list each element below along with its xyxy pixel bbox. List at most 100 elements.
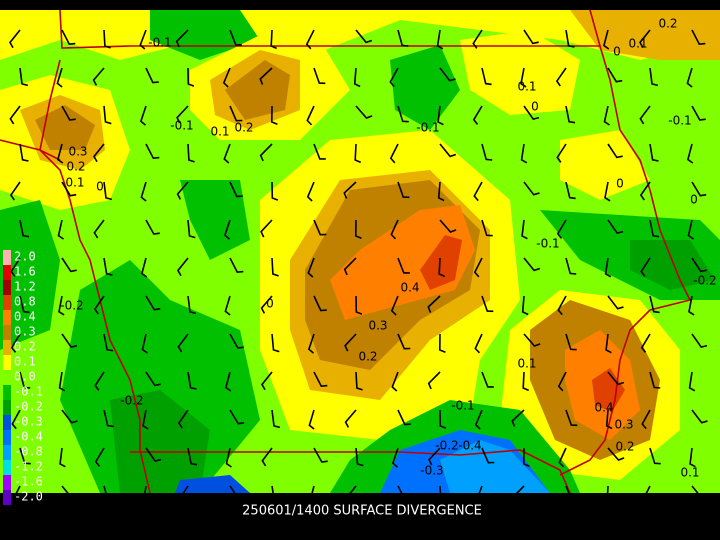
- wind-barb: [313, 143, 326, 160]
- contour-label: 0.2: [658, 17, 677, 31]
- wind-barb: [437, 181, 445, 202]
- wind-barb: [511, 409, 525, 427]
- wind-barb: [93, 219, 105, 239]
- wind-barb: [313, 67, 326, 85]
- wind-barb: [19, 143, 29, 162]
- wind-barb: [229, 105, 243, 122]
- wind-barb: [224, 371, 232, 392]
- wind-barb: [103, 181, 113, 201]
- wind-barb: [557, 371, 567, 392]
- wind-barb: [523, 29, 539, 45]
- wind-barb: [640, 333, 651, 353]
- wind-barb: [520, 143, 528, 164]
- wind-barb: [474, 409, 483, 430]
- wind-barb: [61, 257, 77, 273]
- contour-label: 0.4: [400, 281, 419, 295]
- contour-label: 0.2: [234, 121, 253, 135]
- wind-barb: [187, 219, 196, 239]
- wind-barb: [10, 257, 21, 277]
- contour-label: 0: [690, 193, 698, 207]
- wind-barb: [389, 143, 399, 164]
- wind-barb: [607, 219, 624, 235]
- wind-barb: [270, 105, 278, 125]
- wind-barb: [187, 371, 197, 390]
- wind-barb: [605, 333, 612, 354]
- wind-barb: [691, 333, 708, 349]
- wind-barb: [481, 371, 494, 388]
- contour-label: 0: [96, 180, 104, 194]
- wind-barb: [522, 447, 530, 467]
- wind-barb: [427, 371, 441, 390]
- contour-label: 0: [531, 100, 539, 114]
- wind-barb: [391, 447, 399, 468]
- wind-barb: [229, 181, 243, 198]
- wind-barb: [565, 181, 576, 200]
- wind-barb: [390, 295, 399, 316]
- contour-label: -0.1: [668, 114, 691, 128]
- wind-barb: [10, 333, 21, 353]
- wind-barb: [641, 409, 651, 430]
- wind-barb: [565, 105, 576, 124]
- wind-barb: [103, 485, 115, 503]
- legend-label: 0.1: [14, 355, 36, 369]
- wind-barb: [61, 105, 76, 121]
- wind-barb: [270, 29, 278, 50]
- wind-barb: [58, 371, 66, 392]
- wind-barb: [511, 485, 525, 504]
- contour-label: -0.1: [416, 121, 439, 135]
- legend-label: 0.2: [14, 340, 36, 354]
- wind-barb: [271, 485, 281, 504]
- wind-barbs: [9, 29, 709, 506]
- wind-barb: [57, 219, 64, 240]
- wind-barb: [19, 447, 31, 465]
- contour-label: 0.1: [65, 176, 84, 190]
- wind-barb: [605, 409, 613, 430]
- wind-barb: [428, 447, 441, 466]
- contour-label: -0.2: [693, 274, 716, 288]
- wind-barb: [649, 67, 659, 87]
- contour-label: 0.2: [358, 350, 377, 364]
- wind-barb: [177, 333, 189, 353]
- wind-barb: [145, 219, 160, 235]
- wind-barb: [439, 219, 457, 233]
- wind-barb: [436, 29, 444, 50]
- wind-barb: [103, 105, 112, 125]
- wind-barb: [639, 29, 651, 49]
- wind-barb: [472, 105, 483, 125]
- wind-barb: [355, 295, 363, 315]
- wind-barb: [145, 67, 159, 84]
- contour-label: -0.2: [435, 439, 458, 453]
- wind-barb: [397, 181, 410, 199]
- wind-barb: [604, 181, 611, 202]
- wind-barb: [142, 409, 149, 430]
- wind-barb: [229, 333, 244, 349]
- contour-label: 0.4: [594, 401, 613, 415]
- wind-barb: [607, 67, 623, 83]
- wind-barb: [313, 371, 328, 388]
- wind-barb: [56, 143, 64, 164]
- wind-barb: [187, 295, 197, 315]
- wind-barb: [261, 447, 273, 467]
- wind-barb: [222, 67, 231, 88]
- wind-barb: [565, 409, 578, 427]
- wind-barb: [343, 181, 357, 199]
- wind-barb: [223, 143, 231, 164]
- contour-label: -0.1: [170, 119, 193, 133]
- wind-barb: [691, 181, 707, 197]
- wind-barb: [61, 29, 76, 46]
- wind-barb: [345, 485, 357, 505]
- wind-barb: [93, 295, 105, 315]
- wind-barb: [604, 257, 612, 278]
- wind-barb: [691, 105, 706, 121]
- wind-barb: [271, 409, 281, 429]
- contour-label: -0.1: [148, 36, 171, 50]
- wind-barb: [187, 143, 195, 163]
- wind-barb: [565, 485, 578, 502]
- wind-barb: [343, 257, 357, 276]
- wind-barb: [639, 181, 651, 201]
- wind-barb: [145, 371, 161, 387]
- wind-barb: [271, 257, 279, 277]
- wind-barb: [649, 143, 659, 162]
- wind-barb: [177, 409, 189, 429]
- wind-barb: [355, 447, 364, 467]
